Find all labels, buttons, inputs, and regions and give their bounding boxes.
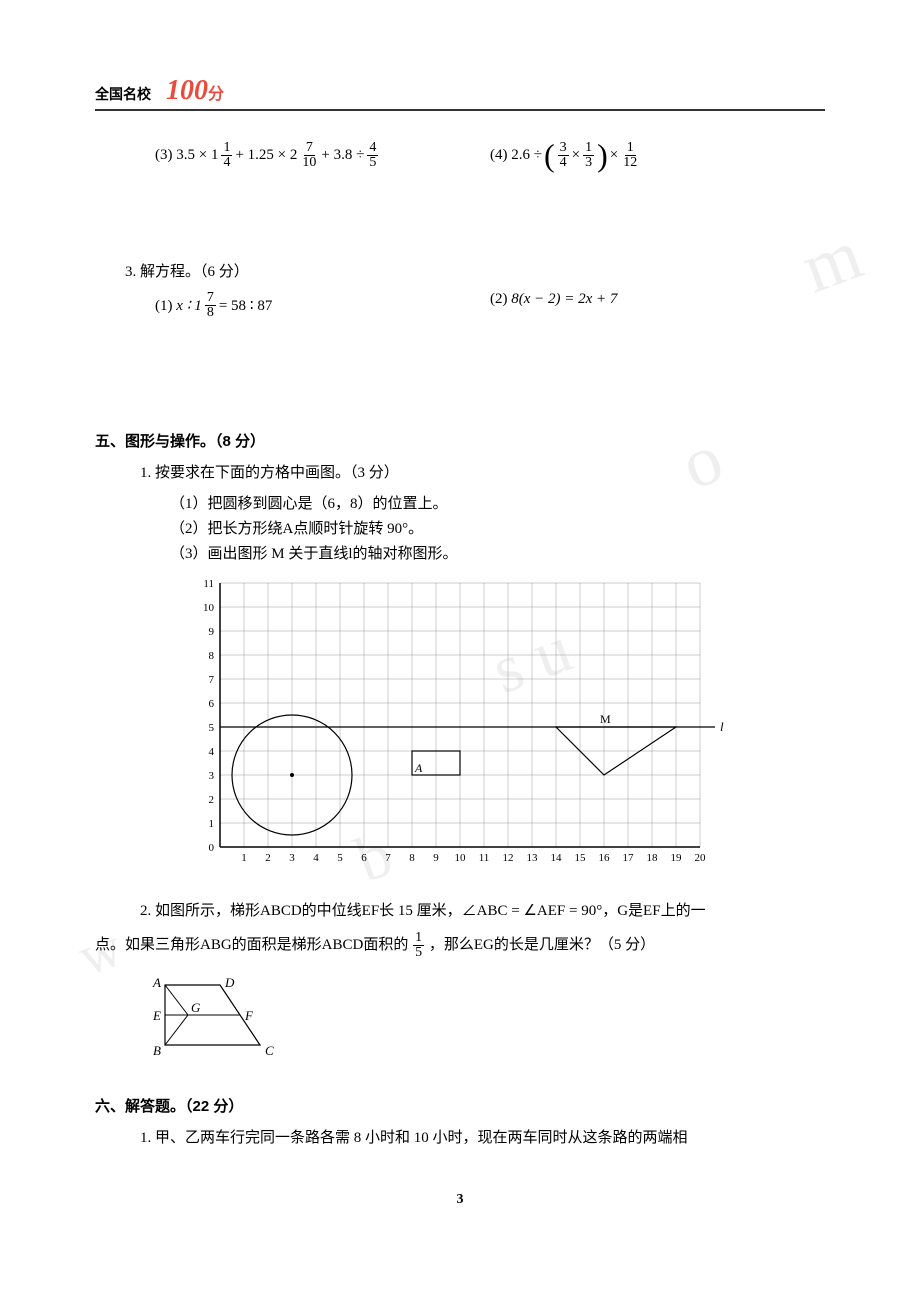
- svg-text:6: 6: [209, 698, 215, 710]
- svg-text:13: 13: [527, 852, 539, 864]
- section5-q1-sub1: （1）把圆移到圆心是（6，8）的位置上。: [170, 492, 825, 513]
- trapezoid-figure: A D E F B C G: [145, 970, 825, 1065]
- svg-text:B: B: [153, 1043, 161, 1058]
- page-header: 全国名校 100 分: [95, 75, 825, 111]
- problem3-title: 3. 解方程。（6 分）: [125, 260, 825, 281]
- svg-text:2: 2: [265, 852, 271, 864]
- problem3-sub2: (2) 8(x − 2) = 2x + 7: [490, 291, 825, 320]
- section5-q1-title: 1. 按要求在下面的方格中画图。（3 分）: [140, 461, 825, 482]
- header-title: 全国名校: [95, 84, 151, 104]
- problem3-sub1: (1) x ∶ 1 78 = 58 ∶ 87: [155, 291, 490, 320]
- svg-text:C: C: [265, 1043, 274, 1058]
- svg-text:5: 5: [209, 722, 215, 734]
- section5-title: 五、图形与操作。（8 分）: [95, 430, 825, 451]
- svg-text:8: 8: [209, 650, 215, 662]
- header-score-unit: 分: [208, 80, 224, 104]
- svg-text:20: 20: [695, 852, 707, 864]
- svg-text:7: 7: [209, 674, 215, 686]
- svg-text:0: 0: [209, 842, 215, 854]
- svg-text:A: A: [414, 761, 423, 775]
- section5-q1-sub2: （2）把长方形绕A点顺时针旋转 90°。: [170, 517, 825, 538]
- svg-text:4: 4: [209, 746, 215, 758]
- svg-text:9: 9: [433, 852, 439, 864]
- header-score-num: 100: [166, 75, 208, 107]
- svg-text:G: G: [191, 1000, 201, 1015]
- svg-text:2: 2: [209, 794, 215, 806]
- section6-q1: 1. 甲、乙两车行完同一条路各需 8 小时和 10 小时，现在两车同时从这条路的…: [140, 1126, 825, 1147]
- grid-figure: 0123456789101112345678910111213141516171…: [95, 573, 825, 878]
- svg-text:E: E: [152, 1008, 161, 1023]
- svg-text:M: M: [600, 712, 611, 726]
- svg-text:A: A: [152, 975, 161, 990]
- svg-text:6: 6: [361, 852, 367, 864]
- svg-text:3: 3: [289, 852, 295, 864]
- svg-text:19: 19: [671, 852, 683, 864]
- svg-text:12: 12: [503, 852, 514, 864]
- svg-text:1: 1: [241, 852, 247, 864]
- svg-text:10: 10: [455, 852, 467, 864]
- section5-q1-sub3: （3）画出图形 M 关于直线l的轴对称图形。: [170, 542, 825, 563]
- p3-label: (3): [155, 147, 173, 163]
- problem-3: (3) 3.5 × 1 14 + 1.25 × 2 710 + 3.8 ÷ 45: [155, 141, 490, 170]
- svg-text:7: 7: [385, 852, 391, 864]
- svg-text:11: 11: [203, 578, 214, 590]
- svg-text:4: 4: [313, 852, 319, 864]
- svg-text:16: 16: [599, 852, 611, 864]
- page-number: 3: [95, 1192, 825, 1208]
- svg-text:8: 8: [409, 852, 415, 864]
- svg-text:18: 18: [647, 852, 659, 864]
- svg-text:14: 14: [551, 852, 563, 864]
- svg-text:10: 10: [203, 602, 215, 614]
- p4-label: (4): [490, 147, 508, 163]
- svg-text:11: 11: [479, 852, 490, 864]
- svg-text:l: l: [720, 719, 724, 734]
- svg-text:F: F: [244, 1008, 254, 1023]
- svg-text:3: 3: [209, 770, 215, 782]
- svg-text:9: 9: [209, 626, 215, 638]
- section6-title: 六、解答题。（22 分）: [95, 1095, 825, 1116]
- svg-text:D: D: [224, 975, 235, 990]
- section5-q2-line2: 点。如果三角形ABG的面积是梯形ABCD面积的 15 ，那么EG的长是几厘米？（…: [95, 931, 825, 960]
- svg-text:17: 17: [623, 852, 635, 864]
- problem-4: (4) 2.6 ÷ ( 34 × 13 ) × 112: [490, 141, 825, 170]
- svg-text:5: 5: [337, 852, 343, 864]
- svg-text:15: 15: [575, 852, 587, 864]
- section5-q2-line1: 2. 如图所示，梯形ABCD的中位线EF长 15 厘米，∠ABC = ∠AEF …: [140, 898, 825, 925]
- svg-text:1: 1: [209, 818, 215, 830]
